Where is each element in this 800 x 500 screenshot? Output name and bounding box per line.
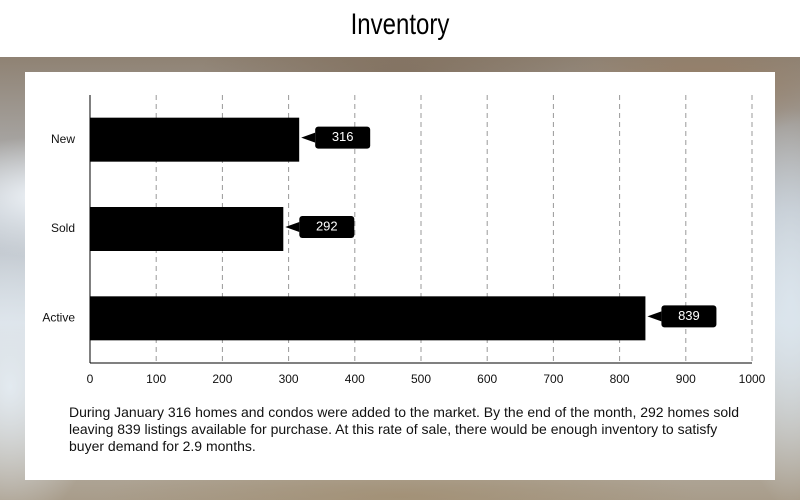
x-tick-label: 100 <box>146 372 166 386</box>
x-tick-label: 500 <box>411 372 431 386</box>
x-tick-label: 700 <box>543 372 563 386</box>
y-tick-label: Active <box>42 311 75 325</box>
data-label: 292 <box>316 218 338 233</box>
chart-title: Inventory <box>350 8 450 41</box>
x-tick-label: 900 <box>676 372 696 386</box>
callout <box>285 222 300 232</box>
callout <box>647 311 662 322</box>
bar <box>90 296 646 341</box>
y-tick-label: New <box>51 132 75 146</box>
x-tick-label: 800 <box>610 372 630 386</box>
callout <box>661 305 717 328</box>
callout <box>315 126 371 149</box>
description: During January 316 homes and condos were… <box>69 404 740 454</box>
x-tick-label: 0 <box>87 372 94 386</box>
bar <box>90 117 300 162</box>
y-tick-label: Sold <box>51 221 75 235</box>
x-tick-label: 600 <box>477 372 497 386</box>
data-label: 839 <box>678 308 700 323</box>
x-tick-label: 200 <box>212 372 232 386</box>
x-tick-label: 300 <box>279 372 299 386</box>
callout <box>301 132 316 143</box>
callout <box>299 216 355 238</box>
data-label: 316 <box>332 129 354 144</box>
x-tick-label: 1000 <box>739 372 766 386</box>
x-tick-label: 400 <box>345 372 365 386</box>
bar <box>90 207 284 251</box>
